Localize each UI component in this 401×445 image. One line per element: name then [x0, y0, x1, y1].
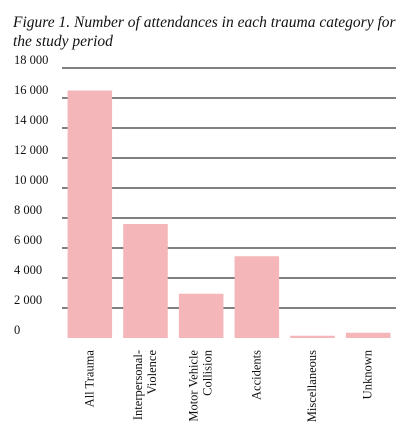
bar [67, 90, 113, 338]
bars [67, 90, 391, 338]
x-tick-label: Accidents [249, 350, 263, 400]
bar [123, 224, 168, 338]
x-tick-label-line: Miscellaneous [305, 350, 319, 422]
x-tick-label: All Trauma [82, 350, 96, 408]
x-tick-label-line: Accidents [249, 350, 263, 400]
bar [234, 256, 280, 338]
x-tick-label-line: Collision [201, 349, 215, 396]
y-tick-label: 0 [14, 323, 20, 337]
y-tick-label: 2 000 [14, 293, 42, 307]
y-tick-label: 14 000 [14, 113, 48, 127]
y-tick-label: 4 000 [14, 263, 42, 277]
x-tick-label-line: All Trauma [82, 350, 96, 408]
x-tick-label-line: Interpersonal- [131, 350, 145, 420]
x-axis-labels: All Trauma Interpersonal- Violence Motor Ve… [82, 349, 374, 422]
y-tick-label: 8 000 [14, 203, 42, 217]
y-tick-label: 16 000 [14, 83, 48, 97]
y-tick-label: 6 000 [14, 233, 42, 247]
y-axis-ticks: 0 2 000 4 000 6 000 8 000 10 000 12 000 14 000 1… [14, 53, 48, 337]
gridlines [62, 67, 396, 309]
x-tick-label: Miscellaneous [305, 350, 319, 422]
y-tick-label: 18 000 [14, 53, 48, 67]
bar [345, 332, 391, 338]
x-tick-label-line: Violence [145, 350, 159, 395]
bar [178, 293, 224, 338]
bar [290, 335, 335, 338]
y-tick-label: 12 000 [14, 143, 48, 157]
x-tick-label: Unknown [361, 349, 375, 399]
x-tick-label-line: Unknown [361, 349, 375, 399]
chart-title: Figure 1. Number of attendances in each … [13, 14, 396, 50]
x-tick-label: Interpersonal- Violence [131, 350, 159, 421]
x-tick-label: Motor Vehicle Collision [187, 349, 215, 421]
y-tick-label: 10 000 [14, 173, 48, 187]
x-tick-label-line: Motor Vehicle [187, 350, 201, 422]
